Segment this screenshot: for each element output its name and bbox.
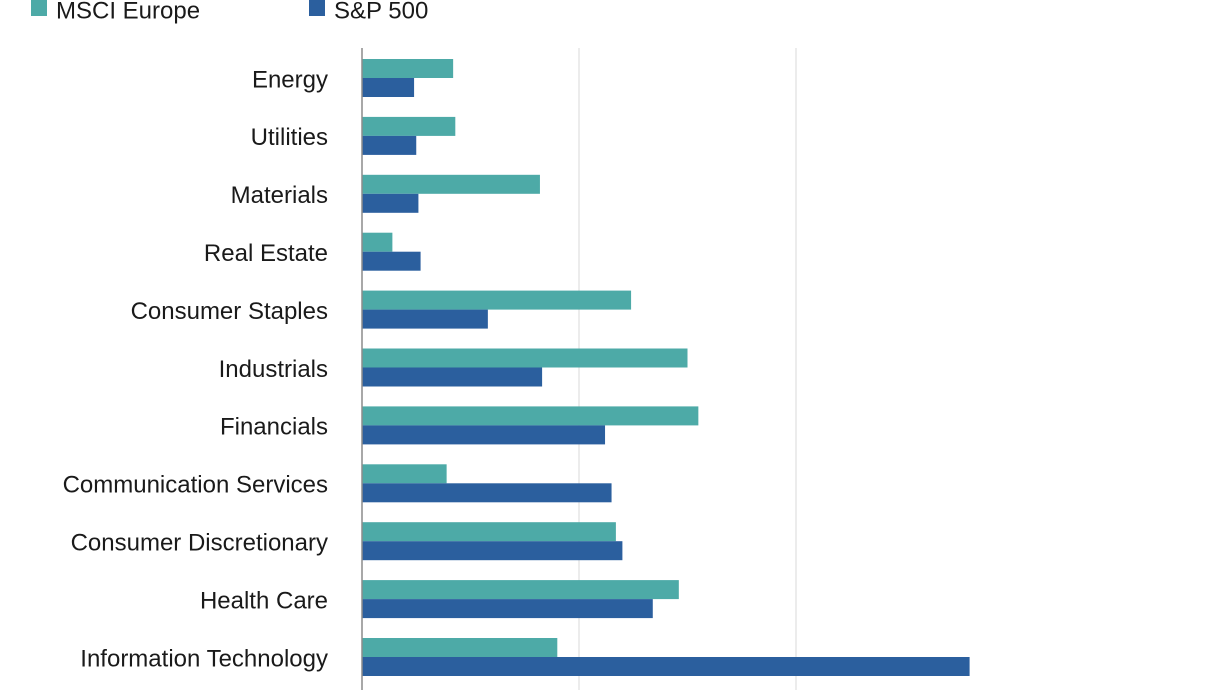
category-label-energy: Energy — [252, 66, 328, 93]
bar-msci-europe-information-technology — [362, 638, 558, 657]
category-label-consumer-discretionary: Consumer Discretionary — [71, 530, 328, 557]
bar-s-p-500-consumer-staples — [362, 309, 488, 329]
bar-msci-europe-health-care — [362, 580, 679, 600]
bar-msci-europe-energy — [362, 59, 454, 78]
category-label-utilities: Utilities — [251, 124, 328, 151]
category-label-information-technology: Information Technology — [80, 645, 328, 672]
bar-msci-europe-financials — [362, 406, 699, 426]
legend-swatch-s-p-500 — [309, 0, 325, 16]
category-labels: Energy Utilities Materials Real Estate Consu… — [63, 66, 328, 672]
bar-s-p-500-energy — [362, 78, 415, 97]
bar-s-p-500-real-estate — [362, 251, 421, 271]
bars — [362, 59, 970, 676]
bar-s-p-500-materials — [362, 193, 419, 213]
legend-swatch-msci-europe — [31, 0, 47, 16]
category-label-financials: Financials — [220, 414, 328, 441]
bar-s-p-500-communication-services — [362, 483, 612, 503]
bar-s-p-500-utilities — [362, 135, 417, 155]
category-label-real-estate: Real Estate — [204, 240, 328, 267]
bar-msci-europe-consumer-staples — [362, 290, 632, 310]
bar-s-p-500-health-care — [362, 599, 653, 619]
bar-msci-europe-consumer-discretionary — [362, 522, 616, 542]
bar-msci-europe-industrials — [362, 348, 688, 368]
bar-s-p-500-consumer-discretionary — [362, 541, 623, 561]
bar-s-p-500-industrials — [362, 367, 543, 387]
category-label-communication-services: Communication Services — [63, 472, 328, 499]
bar-msci-europe-materials — [362, 174, 540, 194]
bar-msci-europe-real-estate — [362, 232, 393, 252]
legend: MSCI Europe S&P 500 — [31, 0, 428, 24]
category-label-materials: Materials — [231, 182, 328, 209]
legend-label-msci-europe: MSCI Europe — [56, 0, 200, 24]
legend-label-s-p-500: S&P 500 — [334, 0, 428, 24]
bar-msci-europe-utilities — [362, 116, 456, 136]
category-label-consumer-staples: Consumer Staples — [131, 298, 328, 325]
bar-s-p-500-financials — [362, 425, 606, 445]
category-label-health-care: Health Care — [200, 587, 328, 614]
bar-s-p-500-information-technology — [362, 657, 970, 676]
category-label-industrials: Industrials — [219, 356, 328, 383]
bar-msci-europe-communication-services — [362, 464, 447, 484]
